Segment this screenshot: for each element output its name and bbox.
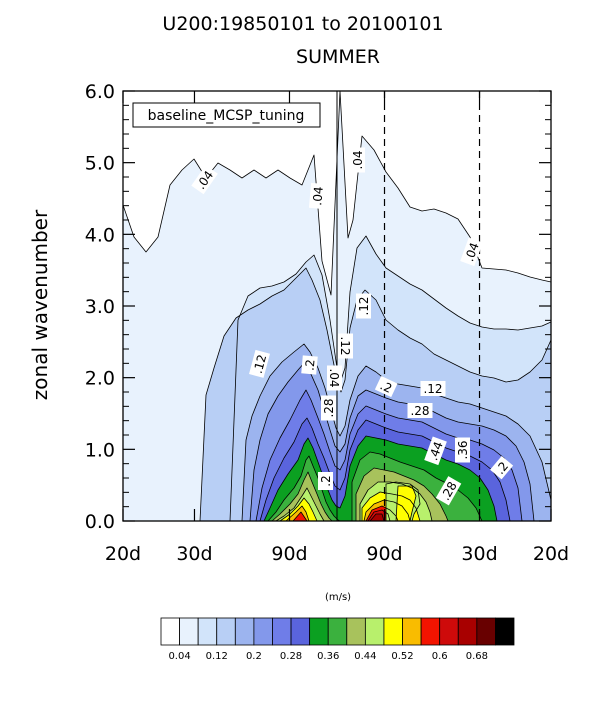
contour-line [279, 491, 421, 522]
x-tick-label: 90d [271, 543, 307, 565]
contour-band [370, 514, 384, 521]
colorbar-swatch [327, 617, 348, 646]
colorbar-label: 0.12 [206, 651, 228, 662]
y-axis: 0.0 1.0 2.0 3.0 4.0 5.0 6.0 [85, 81, 551, 533]
colorbar-swatch [402, 617, 422, 646]
colorbar-swatch [364, 617, 385, 646]
colorbar-swatch [290, 617, 311, 646]
contour-label: .36 [455, 437, 470, 463]
colorbar-label: 0.68 [466, 651, 488, 662]
contour-band [396, 486, 416, 521]
y-tick-label: 0.0 [85, 511, 115, 533]
contour-label: .12 [249, 349, 270, 378]
colorbar-swatch [160, 617, 180, 646]
contour-label: .04 [308, 182, 327, 210]
y-tick-label: 3.0 [85, 296, 115, 318]
x-tick-label: 30d [461, 543, 497, 565]
x-axis: 20d 30d 90d 90d 30d 20d [105, 91, 569, 565]
svg-text:.04: .04 [310, 186, 326, 206]
contour-label: .28 [321, 395, 336, 421]
colorbar-swatch [476, 617, 496, 646]
svg-text:.12: .12 [423, 382, 442, 396]
contour-label: .2 [490, 455, 514, 480]
y-tick-label: 4.0 [85, 224, 115, 246]
contour-label: .44 [424, 436, 447, 466]
svg-text:.28: .28 [322, 398, 336, 417]
contour-line [122, 90, 552, 522]
contour-line [255, 389, 523, 522]
svg-text:.04: .04 [462, 241, 482, 264]
svg-text:.2: .2 [303, 359, 318, 372]
contour-label: .04 [460, 237, 483, 267]
colorbar-label: 0.44 [354, 651, 376, 662]
contour-label: .28 [407, 403, 433, 418]
contour-fills [123, 91, 551, 521]
contour-lines [122, 90, 552, 522]
colorbar-swatch [216, 617, 236, 646]
contour-label: .12 [356, 293, 371, 319]
colorbar-swatch [383, 617, 403, 646]
y-tick-label: 1.0 [85, 439, 115, 461]
colorbar-swatch [420, 617, 441, 646]
svg-text:.12: .12 [251, 353, 269, 375]
colorbar-swatch [439, 617, 459, 646]
y-tick-label: 2.0 [85, 368, 115, 390]
svg-text:.44: .44 [426, 440, 446, 463]
contour-line [241, 343, 552, 522]
contour-line [229, 235, 552, 522]
colorbar-swatch [309, 617, 329, 646]
colorbar-swatch [346, 617, 366, 646]
svg-text:.12: .12 [357, 296, 371, 315]
chart-title: U200:19850101 to 20100101 [162, 13, 443, 35]
x-tick-label: 30d [176, 543, 212, 565]
colorbar-label: 0.28 [280, 651, 302, 662]
svg-text:.2: .2 [378, 378, 394, 396]
colorbar: 0.04 0.12 0.2 0.28 0.36 0.44 0.52 0.6 0.68 [160, 617, 515, 662]
legend-box [132, 102, 321, 128]
colorbar-swatch [272, 617, 292, 646]
contour-label: .2 [374, 375, 398, 398]
contour-line [271, 467, 449, 522]
contour-label: .2 [318, 472, 333, 490]
x-tick-label: 90d [366, 543, 402, 565]
contour-label: .04 [327, 365, 342, 391]
chart-subtitle: SUMMER [296, 46, 380, 68]
colorbar-swatch [179, 617, 199, 646]
svg-text:.04: .04 [327, 368, 341, 387]
colorbar-label: 0.52 [391, 651, 413, 662]
y-tick-label: 6.0 [85, 81, 115, 103]
colorbar-label: 0.6 [432, 651, 448, 662]
contour-line [249, 361, 535, 522]
colorbar-label: 0.36 [317, 651, 339, 662]
colorbar-label: 0.2 [246, 651, 262, 662]
contour-line [259, 417, 511, 522]
colorbar-swatch [234, 617, 255, 646]
x-tick-label: 20d [105, 543, 141, 565]
contour-line [267, 451, 483, 522]
y-axis-label: zonal wavenumber [28, 209, 52, 400]
svg-text:.04: .04 [351, 150, 365, 169]
contour-label: .12 [338, 333, 353, 359]
colorbar-swatch [457, 617, 478, 646]
legend-box-label: baseline_MCSP_tuning [148, 108, 305, 124]
svg-text:.2: .2 [319, 475, 333, 486]
y-tick-label: 5.0 [85, 153, 115, 175]
colorbar-swatch [253, 617, 273, 646]
contour-line [263, 435, 498, 522]
svg-text:.28: .28 [410, 404, 429, 418]
contour-label: .2 [301, 355, 318, 375]
contour-line [385, 481, 421, 522]
colorbar-swatch [495, 617, 515, 646]
contour-label: .12 [420, 381, 446, 396]
x-tick-label: 20d [533, 543, 569, 565]
colorbar-swatch [197, 617, 218, 646]
contour-labels: .04.04.04.04.12.12.12.12.2.2.2.28.28.28.… [191, 147, 514, 506]
contour-label: .04 [350, 147, 365, 173]
svg-text:.36: .36 [456, 440, 470, 459]
units-label: (m/s) [325, 592, 351, 603]
svg-text:.12: .12 [338, 336, 352, 355]
colorbar-label: 0.04 [168, 651, 190, 662]
